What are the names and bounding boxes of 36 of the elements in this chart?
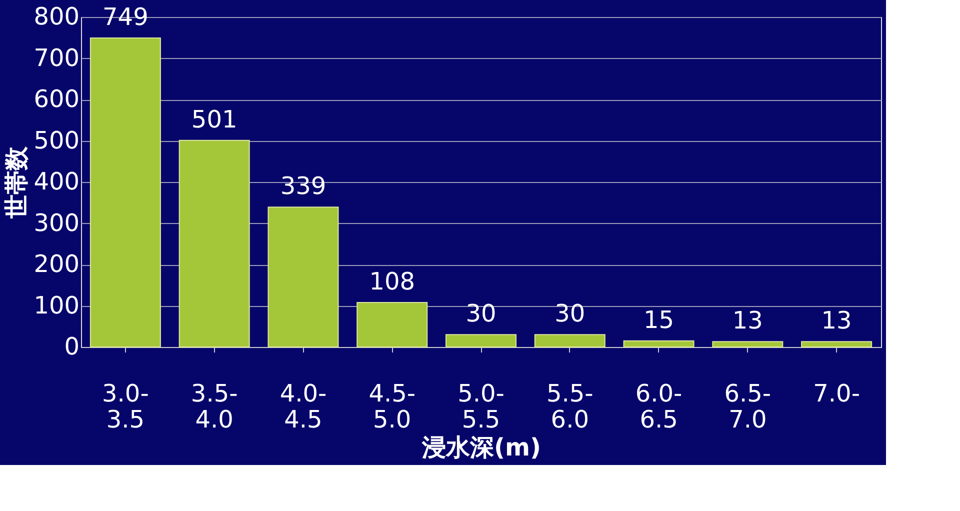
y-tick-label: 0 (64, 332, 80, 360)
data-label: 15 (644, 306, 674, 334)
y-tick-label: 200 (34, 250, 80, 278)
data-label: 30 (554, 300, 586, 328)
x-tick-label: 3.5- 4.0 (190, 380, 238, 434)
x-tick-label: 4.5- 5.0 (368, 380, 416, 434)
y-tick-label: 500 (34, 126, 80, 154)
data-label: 30 (466, 300, 496, 328)
bar (90, 38, 161, 348)
x-tick-label: 4.0- 4.5 (280, 380, 327, 434)
y-axis-title: 世帯数 (2, 146, 31, 220)
x-tick-label: 5.5- 6.0 (546, 380, 594, 434)
y-tick-label: 300 (34, 208, 80, 237)
bar (534, 334, 606, 348)
data-label: 108 (369, 267, 416, 296)
y-tick-label: 400 (34, 168, 80, 196)
y-tick-label: 600 (34, 85, 80, 113)
x-tick-label: 3.0- 3.5 (102, 380, 149, 434)
y-tick-label: 800 (34, 2, 80, 30)
x-tick-label: 5.0- 5.5 (458, 380, 504, 434)
y-tick-label: 700 (34, 44, 80, 72)
data-label: 13 (821, 306, 852, 335)
x-tick-label: 6.0- 6.5 (635, 380, 682, 434)
bar (623, 340, 694, 348)
x-axis-title: 浸水深(m) (421, 434, 541, 462)
data-label: 13 (732, 306, 763, 335)
data-label: 501 (191, 105, 238, 134)
bar (356, 302, 428, 348)
y-tick-label: 100 (34, 291, 80, 320)
x-tick-label: 6.5- 7.0 (724, 380, 772, 434)
x-tick-label: 7.0- (813, 380, 860, 408)
bar (268, 206, 339, 348)
bar (712, 341, 784, 348)
bar (178, 140, 250, 348)
bar (446, 334, 516, 348)
bar (801, 341, 872, 348)
